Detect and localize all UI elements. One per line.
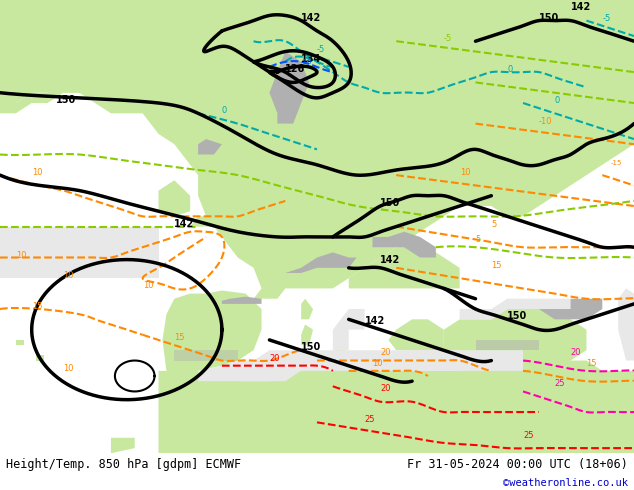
Text: -10: -10 bbox=[539, 117, 552, 125]
Text: Fr 31-05-2024 00:00 UTC (18+06): Fr 31-05-2024 00:00 UTC (18+06) bbox=[407, 458, 628, 471]
Text: Height/Temp. 850 hPa [gdpm] ECMWF: Height/Temp. 850 hPa [gdpm] ECMWF bbox=[6, 458, 242, 471]
Text: 0: 0 bbox=[555, 96, 560, 105]
Text: 10: 10 bbox=[143, 281, 153, 291]
Text: -5: -5 bbox=[317, 45, 325, 53]
Text: 150: 150 bbox=[507, 311, 527, 321]
Text: 150: 150 bbox=[301, 342, 321, 352]
Text: 20: 20 bbox=[269, 354, 280, 363]
Text: 5: 5 bbox=[476, 235, 481, 244]
Text: 142: 142 bbox=[174, 219, 195, 229]
Text: 25: 25 bbox=[523, 431, 534, 440]
Text: 10: 10 bbox=[63, 364, 74, 373]
Text: 0: 0 bbox=[222, 106, 227, 115]
Text: 126: 126 bbox=[285, 64, 306, 74]
Text: 15: 15 bbox=[491, 261, 502, 270]
Text: -5: -5 bbox=[602, 14, 611, 23]
Text: 10: 10 bbox=[32, 168, 42, 177]
Text: 25: 25 bbox=[555, 379, 566, 388]
Text: 15: 15 bbox=[32, 302, 42, 311]
Text: ©weatheronline.co.uk: ©weatheronline.co.uk bbox=[503, 478, 628, 489]
Text: 142: 142 bbox=[380, 255, 401, 265]
Text: 10: 10 bbox=[460, 168, 470, 177]
Text: 0: 0 bbox=[507, 65, 512, 74]
Text: 20: 20 bbox=[380, 385, 391, 393]
Text: 15: 15 bbox=[174, 333, 185, 342]
Text: 150: 150 bbox=[539, 13, 559, 23]
Text: 20: 20 bbox=[380, 348, 391, 357]
Text: 142: 142 bbox=[571, 2, 591, 12]
Text: 134: 134 bbox=[301, 54, 321, 64]
Text: 142: 142 bbox=[301, 13, 321, 23]
Text: 150: 150 bbox=[380, 198, 401, 208]
Text: 10: 10 bbox=[373, 359, 383, 368]
Text: 10: 10 bbox=[16, 250, 27, 260]
Text: 25: 25 bbox=[365, 416, 375, 424]
Text: -10: -10 bbox=[301, 59, 313, 65]
Text: 142: 142 bbox=[365, 317, 385, 326]
Text: 15: 15 bbox=[586, 359, 597, 368]
Text: 5: 5 bbox=[491, 220, 496, 229]
Text: -5: -5 bbox=[444, 34, 452, 43]
Text: 20: 20 bbox=[571, 348, 581, 357]
Text: 150: 150 bbox=[56, 95, 75, 105]
Text: 10: 10 bbox=[63, 271, 74, 280]
Text: -15: -15 bbox=[610, 160, 621, 166]
